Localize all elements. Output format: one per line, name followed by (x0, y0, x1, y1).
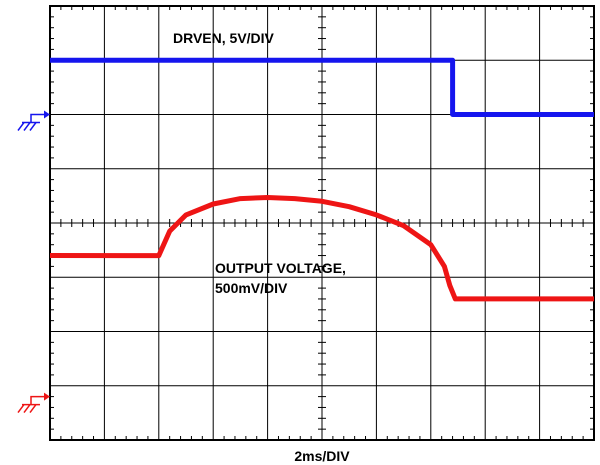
ground-hatch (17, 122, 37, 131)
drven-label: DRVEN, 5V/DIV (173, 30, 275, 46)
output-voltage-trace (49, 195, 594, 302)
drven-trace (49, 57, 594, 117)
marker-arrow-shaft (30, 113, 45, 123)
drven-ground-marker (17, 110, 50, 131)
marker-arrowhead (44, 110, 50, 119)
graticule-ticks (50, 6, 594, 440)
x-axis-label: 2ms/DIV (294, 448, 350, 464)
marker-arrowhead (44, 392, 50, 401)
output-voltage-scale-label: 500mV/DIV (215, 280, 288, 296)
ground-hatch (17, 404, 37, 414)
output-voltage-ground-marker (17, 392, 50, 414)
marker-arrow-shaft (30, 395, 45, 405)
output-voltage-label: OUTPUT VOLTAGE, (215, 260, 346, 276)
traces (49, 57, 594, 302)
ground-markers (17, 110, 50, 414)
